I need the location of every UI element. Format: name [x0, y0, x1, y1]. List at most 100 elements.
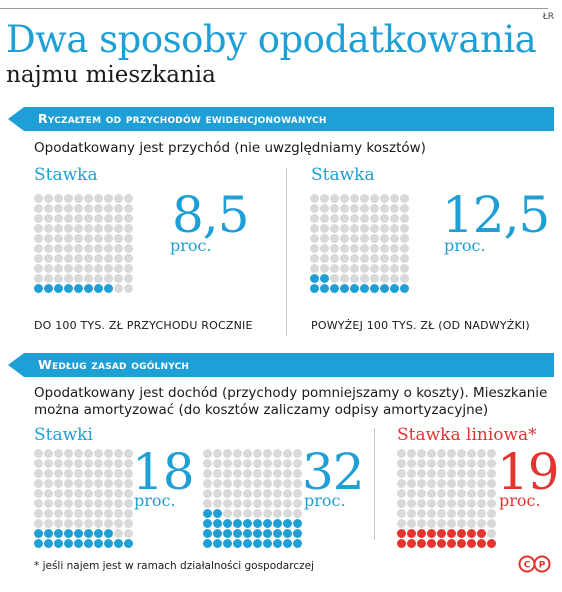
rate-32-unit: proc. — [304, 491, 346, 510]
section2-rates-label: Stawki — [34, 425, 93, 445]
dot-empty — [456, 468, 466, 478]
dot-empty — [476, 478, 486, 488]
dot-empty — [43, 518, 53, 528]
dot-empty — [43, 448, 53, 458]
dot-empty — [329, 263, 339, 273]
dot-empty — [73, 508, 83, 518]
dot-empty — [103, 243, 113, 253]
dot-empty — [446, 488, 456, 498]
dot-empty — [212, 478, 222, 488]
dot-empty — [396, 518, 406, 528]
dot-empty — [349, 193, 359, 203]
dot-empty — [103, 213, 113, 223]
dot-empty — [406, 498, 416, 508]
dot-empty — [53, 458, 63, 468]
dot-filled — [262, 538, 272, 548]
dot-empty — [446, 508, 456, 518]
dot-empty — [33, 478, 43, 488]
dot-empty — [292, 458, 302, 468]
dot-empty — [43, 263, 53, 273]
dot-filled — [396, 528, 406, 538]
dot-empty — [103, 468, 113, 478]
dot-filled — [202, 508, 212, 518]
dot-empty — [53, 243, 63, 253]
dot-empty — [396, 458, 406, 468]
dot-filled — [202, 518, 212, 528]
dot-empty — [103, 518, 113, 528]
dot-empty — [242, 448, 252, 458]
dot-empty — [319, 203, 329, 213]
dot-empty — [416, 518, 426, 528]
dot-empty — [436, 478, 446, 488]
dot-empty — [113, 508, 123, 518]
dot-empty — [456, 518, 466, 528]
dot-empty — [43, 498, 53, 508]
dot-empty — [282, 498, 292, 508]
dot-empty — [319, 263, 329, 273]
dot-grid-19 — [396, 448, 496, 548]
dot-empty — [272, 498, 282, 508]
section1-left-unit: proc. — [170, 236, 212, 255]
dot-empty — [406, 468, 416, 478]
dot-empty — [272, 508, 282, 518]
dot-empty — [486, 458, 496, 468]
dot-filled — [399, 283, 409, 293]
dot-empty — [232, 448, 242, 458]
dot-empty — [262, 458, 272, 468]
dot-empty — [436, 488, 446, 498]
dot-empty — [399, 243, 409, 253]
dot-empty — [222, 448, 232, 458]
dot-empty — [73, 488, 83, 498]
dot-empty — [113, 448, 123, 458]
dot-empty — [406, 478, 416, 488]
top-rule — [0, 8, 548, 9]
dot-filled — [33, 283, 43, 293]
dot-filled — [329, 283, 339, 293]
dot-empty — [113, 498, 123, 508]
dot-empty — [73, 193, 83, 203]
dot-empty — [33, 458, 43, 468]
dot-empty — [43, 478, 53, 488]
dot-empty — [466, 508, 476, 518]
dot-empty — [53, 193, 63, 203]
dot-empty — [359, 203, 369, 213]
dot-empty — [272, 468, 282, 478]
dot-empty — [83, 273, 93, 283]
dot-filled — [73, 538, 83, 548]
dot-filled — [272, 518, 282, 528]
dot-empty — [369, 193, 379, 203]
dot-empty — [339, 273, 349, 283]
dot-empty — [396, 478, 406, 488]
dot-empty — [113, 243, 123, 253]
dot-empty — [93, 213, 103, 223]
dot-empty — [222, 498, 232, 508]
dot-empty — [359, 273, 369, 283]
dot-filled — [466, 528, 476, 538]
dot-empty — [202, 488, 212, 498]
dot-empty — [93, 458, 103, 468]
dot-empty — [53, 478, 63, 488]
dot-empty — [232, 488, 242, 498]
dot-empty — [63, 468, 73, 478]
dot-filled — [83, 538, 93, 548]
dot-empty — [103, 458, 113, 468]
dot-empty — [426, 488, 436, 498]
dot-empty — [446, 458, 456, 468]
svg-text:C: C — [524, 561, 531, 571]
dot-empty — [319, 243, 329, 253]
dot-empty — [426, 478, 436, 488]
dot-empty — [486, 498, 496, 508]
dot-empty — [349, 273, 359, 283]
dot-empty — [123, 213, 133, 223]
dot-empty — [93, 243, 103, 253]
dot-empty — [252, 488, 262, 498]
dot-empty — [83, 458, 93, 468]
dot-empty — [369, 243, 379, 253]
dot-filled — [53, 283, 63, 293]
linear-rate-label: Stawka liniowa* — [397, 425, 537, 445]
dot-filled — [53, 538, 63, 548]
dot-empty — [33, 448, 43, 458]
dot-empty — [476, 518, 486, 528]
dot-empty — [33, 273, 43, 283]
dot-filled — [83, 283, 93, 293]
